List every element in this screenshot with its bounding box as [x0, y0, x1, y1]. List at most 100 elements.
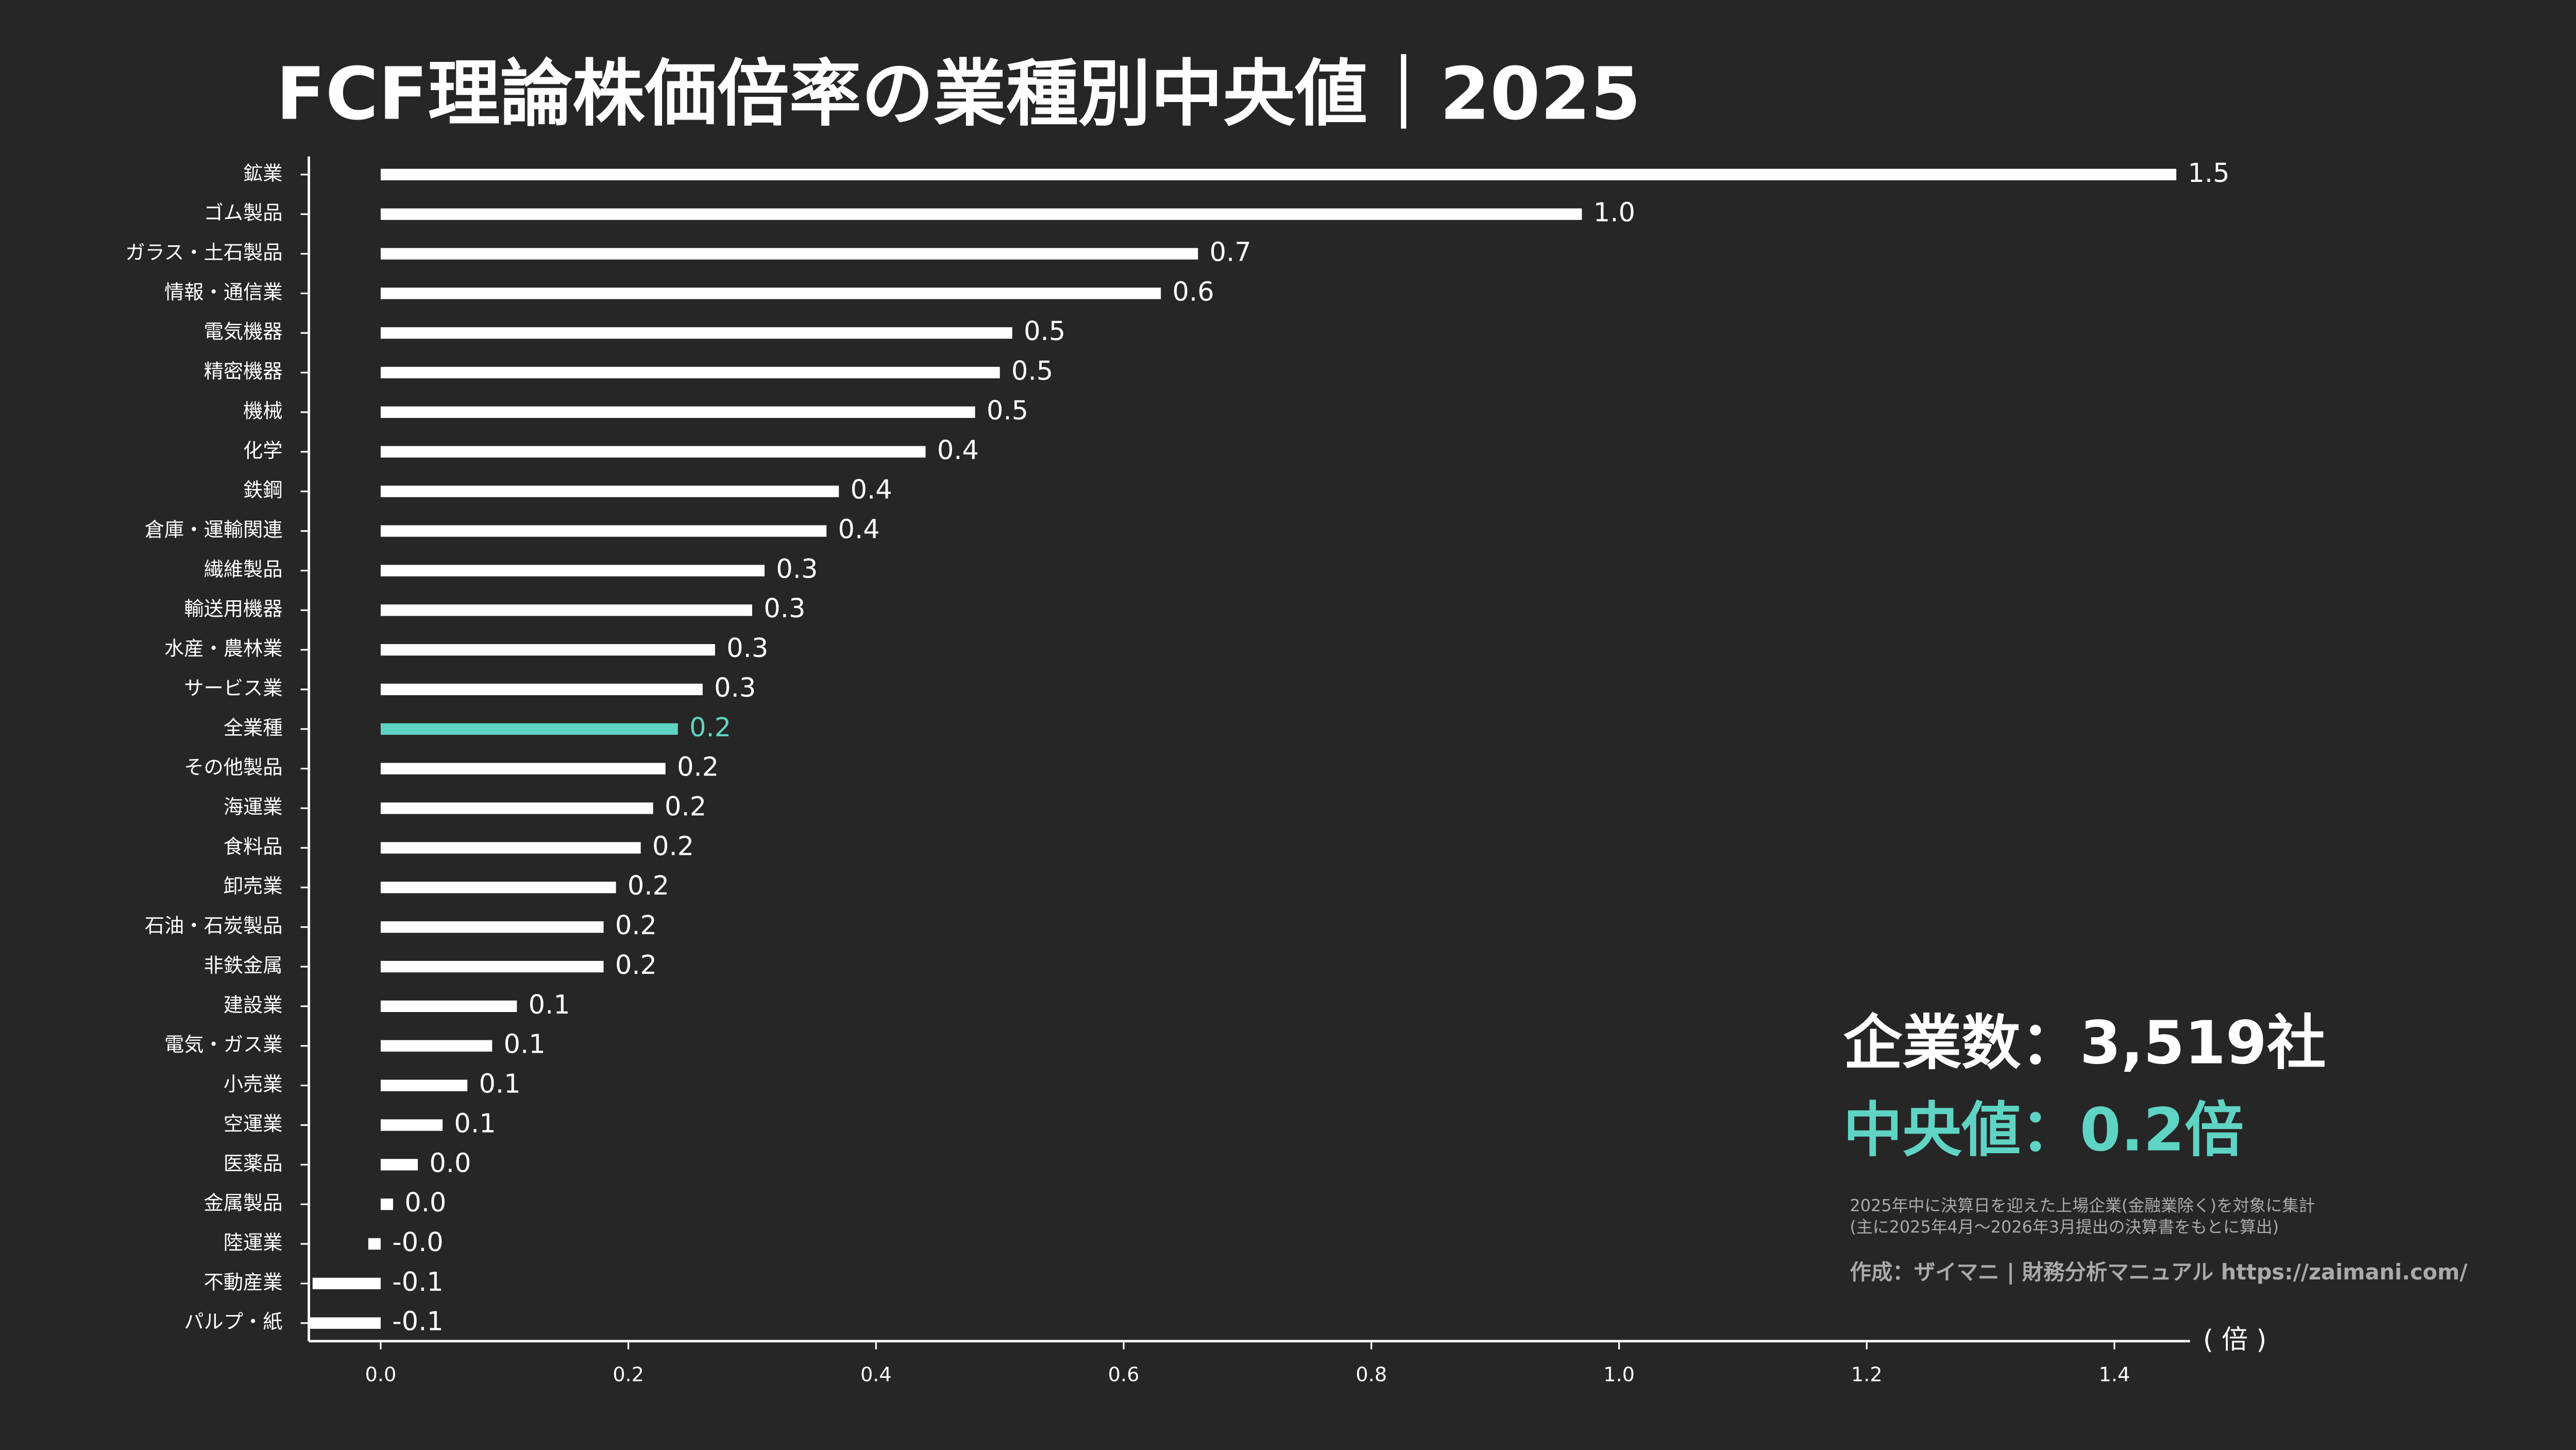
value-label: -0.1: [392, 1307, 444, 1337]
bar: [380, 921, 604, 933]
x-tick-label: 1.2: [1851, 1363, 1883, 1386]
chart-title: FCF理論株価倍率の業種別中央値｜2025: [276, 53, 1641, 137]
y-tick-label: 石油・石炭製品: [145, 915, 283, 938]
value-label: 0.5: [987, 396, 1028, 426]
y-tick-label: 化学: [243, 439, 283, 462]
bar: [380, 882, 616, 893]
y-tick-label: 電気機器: [204, 321, 282, 344]
bar: [380, 525, 827, 537]
value-label: -0.1: [392, 1267, 444, 1297]
bar: [380, 604, 752, 616]
y-tick-label: 情報・通信業: [164, 281, 282, 304]
credit: 作成：ザイマニ | 財務分析マニュアル https://zaimani.com/: [1850, 1260, 2468, 1285]
y-tick-label: 繊維製品: [204, 558, 282, 581]
y-tick-label: 陸運業: [224, 1231, 283, 1254]
bar: [368, 1238, 381, 1250]
y-tick-label: 卸売業: [224, 875, 283, 898]
value-label: 0.2: [677, 752, 719, 783]
y-tick-label: 倉庫・運輸関連: [145, 518, 283, 542]
value-label: 0.1: [504, 1030, 546, 1060]
value-label: 0.4: [838, 515, 880, 545]
value-label: 0.2: [689, 713, 731, 743]
x-tick-label: 0.2: [613, 1363, 644, 1386]
y-tick-label: 鉄鋼: [243, 479, 283, 502]
value-label: 0.2: [652, 831, 694, 862]
y-tick-label: 全業種: [224, 716, 283, 739]
y-tick-label: 電気・ガス業: [164, 1033, 282, 1056]
y-tick-label: 食料品: [224, 835, 283, 858]
bar: [380, 406, 975, 418]
x-tick-label: 0.8: [1355, 1363, 1387, 1386]
value-label: 0.2: [615, 911, 657, 941]
y-tick-label: 鉱業: [243, 162, 283, 185]
bar: [380, 446, 926, 458]
value-label: 0.5: [1011, 356, 1053, 386]
y-tick-label: 医薬品: [224, 1152, 283, 1175]
value-label: 1.0: [1594, 198, 1635, 228]
bar: [380, 1040, 493, 1052]
value-label: 0.6: [1173, 277, 1214, 307]
x-tick-label: 0.0: [365, 1363, 396, 1386]
value-label: 0.3: [714, 673, 756, 703]
bar: [380, 644, 715, 656]
x-tick-label: 1.0: [1603, 1363, 1635, 1386]
value-label: 0.4: [851, 475, 892, 505]
bar: [310, 1317, 381, 1329]
y-tick-label: 金属製品: [204, 1192, 282, 1215]
bar: [380, 842, 641, 854]
y-tick-label: 機械: [243, 399, 283, 423]
note: 2025年中に決算日を迎えた上場企業(金融業除く)を対象に集計: [1850, 1195, 2315, 1215]
value-label: 0.4: [937, 435, 979, 466]
y-tick-label: サービス業: [184, 677, 282, 700]
y-tick-label: 水産・農林業: [164, 637, 282, 661]
value-label: 0.3: [764, 594, 805, 624]
bar: [380, 763, 666, 774]
value-label: 0.7: [1210, 237, 1251, 267]
bar: [380, 802, 653, 814]
y-tick-label: ゴム製品: [204, 201, 282, 225]
bar: [380, 208, 1582, 220]
bar: [380, 960, 604, 973]
value-label: 1.5: [2188, 158, 2230, 189]
bar: [380, 248, 1198, 260]
y-tick-label: パルプ・紙: [184, 1310, 282, 1334]
y-tick-label: ガラス・土石製品: [125, 241, 282, 264]
value-label: 0.2: [665, 792, 706, 822]
y-tick-label: 建設業: [224, 993, 283, 1017]
y-tick-label: 空運業: [224, 1112, 283, 1136]
value-label: 0.0: [429, 1148, 471, 1178]
value-label: 0.1: [529, 990, 570, 1020]
company-count: 企業数：3,519社: [1843, 1008, 2326, 1077]
value-label: 0.3: [726, 633, 768, 664]
x-tick-label: 1.4: [2099, 1363, 2130, 1386]
bar: [380, 168, 2177, 180]
bar: [380, 366, 1000, 379]
value-label: 0.1: [454, 1108, 496, 1139]
y-tick-label: 非鉄金属: [204, 954, 282, 977]
bar: [380, 1119, 443, 1131]
bar: [380, 1159, 418, 1171]
y-tick-label: 不動産業: [204, 1271, 282, 1294]
bar: [380, 1198, 393, 1210]
bar: [380, 1000, 517, 1012]
x-axis-label: ( 倍 ): [2203, 1325, 2266, 1355]
bar: [380, 723, 678, 735]
bar: [312, 1277, 381, 1290]
bar: [380, 565, 765, 577]
value-label: 0.5: [1024, 316, 1065, 347]
bar: [380, 327, 1012, 339]
value-label: 0.2: [628, 871, 669, 901]
value-label: 0.3: [776, 554, 818, 584]
value-label: 0.1: [479, 1069, 520, 1100]
y-tick-label: 精密機器: [204, 360, 282, 383]
y-tick-label: 輸送用機器: [184, 598, 282, 621]
bar: [380, 1080, 468, 1091]
y-tick-label: 小売業: [224, 1073, 283, 1096]
bar: [380, 288, 1161, 299]
value-label: -0.0: [392, 1227, 444, 1258]
median-note: 中央値：0.2倍: [1843, 1095, 2244, 1165]
y-tick-label: その他製品: [184, 756, 282, 779]
bar: [380, 683, 703, 696]
